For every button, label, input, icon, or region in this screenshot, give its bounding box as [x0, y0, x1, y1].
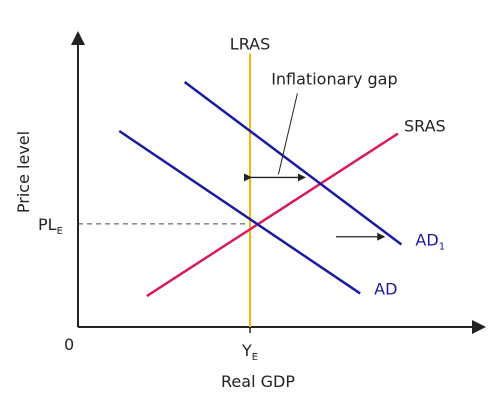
equilibrium-output-label: YE	[241, 341, 258, 363]
ad1-curve	[183, 80, 403, 246]
x-axis-label: Real GDP	[221, 372, 295, 391]
sras-curve	[146, 132, 399, 298]
inflationary-gap-leader-line	[277, 93, 298, 175]
ad1-label: AD1	[415, 230, 445, 252]
y-axis-label: Price level	[14, 131, 33, 213]
inflationary-gap-label: Inflationary gap	[271, 69, 397, 88]
ad-label: AD	[374, 279, 397, 298]
equilibrium-price-label: PLE	[38, 215, 63, 237]
ad-curve	[118, 129, 361, 295]
lras-label: LRAS	[230, 35, 270, 54]
origin-label: 0	[64, 335, 74, 354]
sras-label: SRAS	[404, 117, 446, 136]
